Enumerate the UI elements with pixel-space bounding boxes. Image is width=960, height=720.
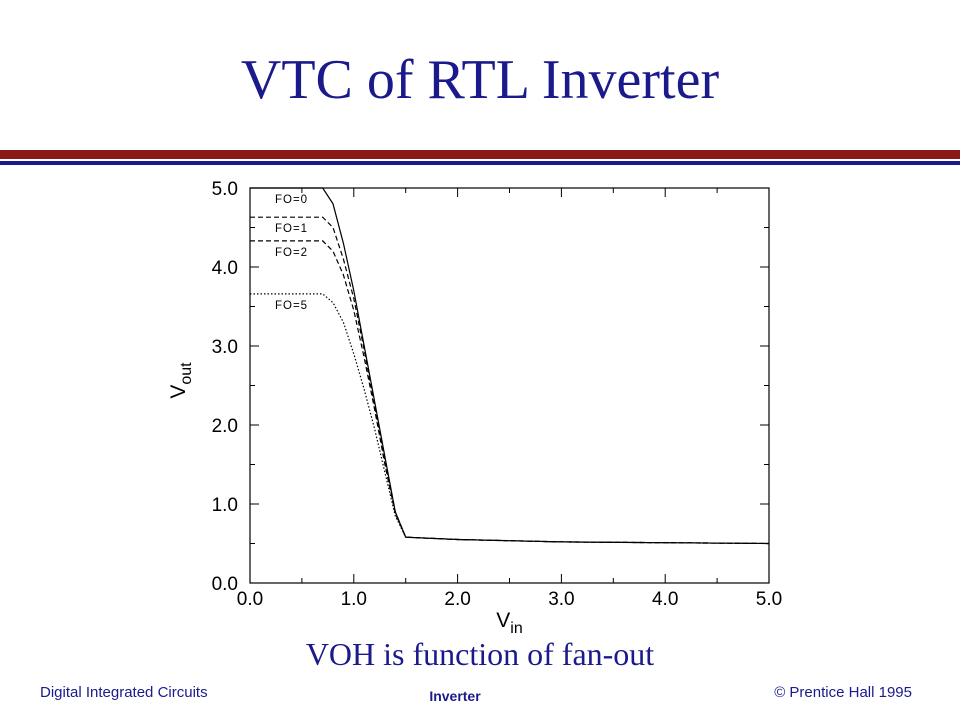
series-line-2	[250, 240, 770, 545]
footer-copyright: © Prentice Hall 1995	[774, 684, 912, 701]
series-line-3	[250, 293, 770, 545]
title-rule-blue	[0, 161, 960, 165]
footer-course: Digital Integrated Circuits	[40, 684, 208, 701]
slide-subtitle: VOH is function of fan-out	[305, 636, 655, 672]
slide-title: VTC of RTL Inverter	[240, 49, 720, 111]
y-tick-label: 4.0	[212, 258, 238, 279]
series-label-3: FO=5	[275, 300, 308, 312]
footer-topic: Inverter	[429, 688, 481, 704]
x-tick-label: 1.0	[341, 589, 367, 610]
series-label-0: FO=0	[275, 194, 308, 206]
y-axis-label: Vout	[167, 362, 195, 399]
x-tick-label: 0.0	[237, 589, 263, 610]
y-tick-label: 1.0	[212, 495, 238, 516]
x-tick-label: 3.0	[548, 589, 574, 610]
x-tick-label: 5.0	[756, 589, 782, 610]
series-label-1: FO=1	[275, 223, 308, 235]
series-label-2: FO=2	[275, 247, 308, 259]
y-tick-label: 0.0	[212, 574, 238, 595]
series-line-1	[250, 216, 770, 545]
x-tick-label: 4.0	[652, 589, 678, 610]
y-tick-label: 3.0	[212, 337, 238, 358]
y-tick-label: 2.0	[212, 416, 238, 437]
plot-frame	[249, 187, 770, 584]
x-tick-label: 2.0	[444, 589, 470, 610]
series-line-0	[250, 187, 770, 545]
title-rule-red	[0, 150, 960, 159]
y-tick-label: 5.0	[212, 179, 238, 200]
x-axis-label: Vin	[496, 609, 522, 637]
